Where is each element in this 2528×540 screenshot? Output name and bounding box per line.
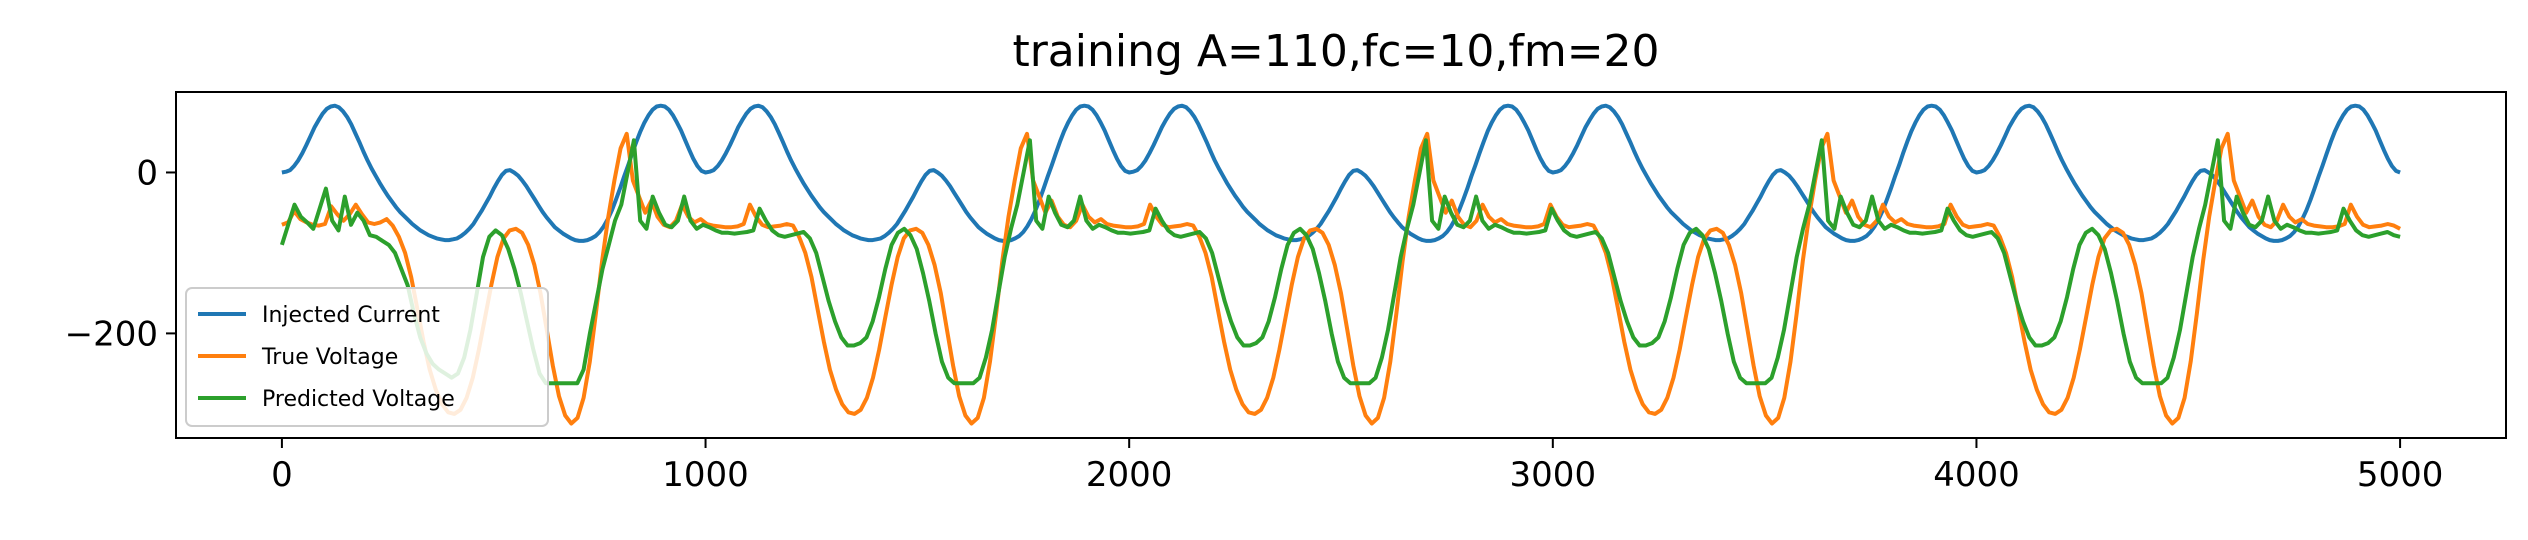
- chart-title: training A=110,fc=10,fm=20: [1012, 26, 1659, 77]
- x-tick-label: 0: [271, 455, 293, 495]
- series-line-true-voltage: [281, 131, 2402, 426]
- x-tick-label: 3000: [1510, 455, 1597, 495]
- legend: Injected Current True Voltage Predicted Vo…: [185, 287, 549, 427]
- series-line-predicted-voltage: [279, 138, 2401, 386]
- legend-label: Injected Current: [262, 303, 440, 328]
- x-tick-label: 2000: [1086, 455, 1173, 495]
- series-layer: [279, 103, 2402, 426]
- y-tick-label: −200: [65, 314, 158, 354]
- x-tick-label: 5000: [2357, 455, 2444, 495]
- y-tick-label: 0: [136, 153, 158, 193]
- x-axis: 0 1000 2000 3000 4000 5000: [271, 438, 2443, 495]
- y-axis: 0 −200: [65, 153, 176, 354]
- x-tick-label: 4000: [1933, 455, 2020, 495]
- plot-frame: [175, 91, 2507, 439]
- legend-label: Predicted Voltage: [262, 387, 455, 412]
- legend-box: [185, 287, 549, 427]
- legend-label: True Voltage: [261, 345, 398, 370]
- x-tick-label: 1000: [662, 455, 749, 495]
